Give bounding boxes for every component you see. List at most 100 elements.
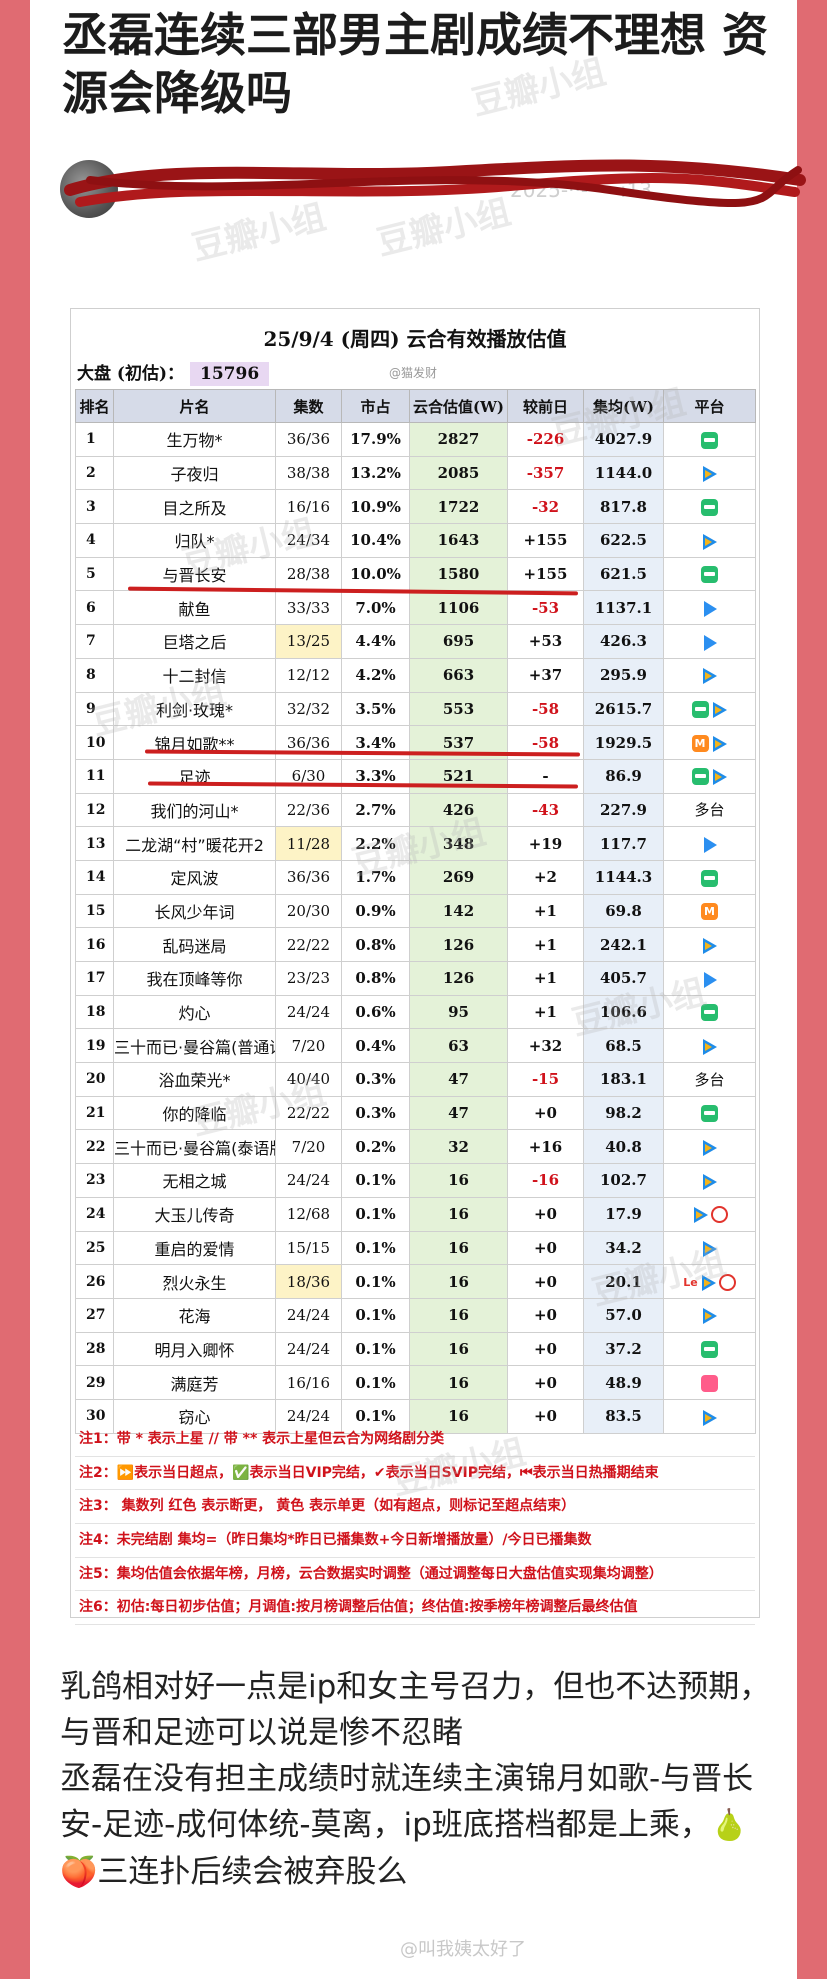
delta-cell: -16 bbox=[507, 1163, 584, 1198]
table-row: 25 重启的爱情 15/15 0.1% 16 +0 34.2 bbox=[75, 1230, 756, 1266]
iqiyi-icon bbox=[701, 1341, 718, 1359]
estimate-cell: 126 bbox=[409, 927, 508, 962]
table-row: 18 灼心 24/24 0.6% 95 +1 106.6 bbox=[75, 994, 756, 1030]
delta-cell: +0 bbox=[507, 1196, 584, 1232]
share-cell: 3.5% bbox=[341, 691, 410, 727]
share-cell: 0.1% bbox=[341, 1398, 410, 1434]
average-cell: 34.2 bbox=[583, 1230, 664, 1266]
title-cell: 明月入卿怀 bbox=[113, 1331, 276, 1367]
title-cell: 我们的河山* bbox=[113, 792, 276, 828]
tencent-icon bbox=[711, 768, 728, 786]
rank-cell: 21 bbox=[75, 1095, 114, 1131]
estimate-cell: 16 bbox=[409, 1297, 508, 1333]
title-cell: 长风少年词 bbox=[113, 893, 276, 929]
share-cell: 0.8% bbox=[341, 961, 410, 996]
platform-cell bbox=[663, 1331, 756, 1367]
iqiyi-icon bbox=[691, 701, 709, 719]
platform-cell bbox=[663, 556, 756, 592]
title-cell: 足迹 bbox=[113, 758, 276, 794]
share-cell: 0.1% bbox=[341, 1196, 410, 1232]
share-cell: 13.2% bbox=[341, 455, 410, 491]
table-row: 24 大玉儿传奇 12/68 0.1% 16 +0 17.9 bbox=[75, 1196, 756, 1232]
title-cell: 锦月如歌** bbox=[113, 725, 276, 760]
table-row: 7 巨塔之后 13/25 4.4% 695 +53 426.3 bbox=[75, 624, 756, 659]
delta-cell: +19 bbox=[507, 826, 584, 861]
mgred-icon bbox=[718, 1273, 736, 1291]
estimate-cell: 16 bbox=[409, 1230, 508, 1266]
table-header-row: 排名 片名 集数 市占 云合估值(W) 较前日 集均(W) 平台 bbox=[75, 389, 756, 423]
tencent-icon bbox=[701, 465, 718, 483]
table-row: 11 足迹 6/30 3.3% 521-86.9 bbox=[75, 758, 756, 794]
episodes-cell: 36/36 bbox=[275, 859, 342, 895]
share-cell: 2.7% bbox=[341, 792, 410, 828]
share-cell: 2.2% bbox=[341, 826, 410, 861]
youku-icon bbox=[701, 971, 718, 988]
estimate-cell: 16 bbox=[409, 1398, 508, 1434]
title-cell: 窃心 bbox=[113, 1398, 276, 1434]
estimate-cell: 348 bbox=[409, 826, 508, 861]
tencent-icon bbox=[701, 1173, 718, 1190]
delta-cell: -226 bbox=[507, 422, 584, 457]
average-cell: 17.9 bbox=[583, 1196, 664, 1232]
market-total-value: 15796 bbox=[190, 362, 270, 386]
delta-cell: +0 bbox=[507, 1230, 584, 1266]
title-cell: 献鱼 bbox=[113, 590, 276, 626]
redaction-scribble bbox=[64, 159, 806, 208]
table-row: 26 烈火永生 18/36 0.1% 16 +0 20.1 Le bbox=[75, 1264, 756, 1299]
platform-cell bbox=[663, 489, 756, 525]
estimate-cell: 16 bbox=[409, 1264, 508, 1299]
table-row: 15 长风少年词 20/30 0.9% 142 +1 69.8 M bbox=[75, 893, 756, 929]
note-6: 注6：初估:每日初步估值；月调值:按月榜调整后估值；终估值:按季榜年榜调整后最终… bbox=[75, 1591, 755, 1626]
share-cell: 0.1% bbox=[341, 1264, 410, 1299]
table-row: 23 无相之城 24/24 0.1% 16 -16 102.7 bbox=[75, 1163, 756, 1198]
estimate-cell: 47 bbox=[409, 1095, 508, 1131]
table-row: 20 浴血荣光* 40/40 0.3% 47 -15 183.1 多台 bbox=[75, 1062, 756, 1097]
episodes-cell: 22/22 bbox=[275, 927, 342, 962]
estimate-cell: 663 bbox=[409, 657, 508, 693]
delta-cell: -53 bbox=[507, 590, 584, 626]
table-row: 22 三十而已·曼谷篇(泰语版) 7/20 0.2% 32 +16 40.8 bbox=[75, 1129, 756, 1165]
estimate-cell: 142 bbox=[409, 893, 508, 929]
platform-cell bbox=[663, 590, 756, 626]
title-cell: 子夜归 bbox=[113, 455, 276, 491]
share-cell: 0.1% bbox=[341, 1365, 410, 1400]
note-1: 注1：带 * 表示上星 // 带 ** 表示上星但云合为网络剧分类 bbox=[75, 1423, 755, 1457]
platform-cell bbox=[663, 1196, 756, 1232]
platform-cell bbox=[663, 1129, 756, 1165]
average-cell: 68.5 bbox=[583, 1028, 664, 1064]
estimate-cell: 126 bbox=[409, 961, 508, 996]
average-cell: 1144.0 bbox=[583, 455, 664, 491]
estimate-cell: 16 bbox=[409, 1196, 508, 1232]
share-cell: 0.9% bbox=[341, 893, 410, 929]
platform-cell: M bbox=[663, 893, 756, 929]
delta-cell: +0 bbox=[507, 1264, 584, 1299]
footer-watermark: @叫我姨太好了 bbox=[400, 1939, 526, 1960]
share-cell: 0.4% bbox=[341, 1028, 410, 1064]
average-cell: 621.5 bbox=[583, 556, 664, 592]
peach-icon: 🍑 bbox=[60, 1855, 98, 1890]
table-row: 1 生万物* 36/36 17.9% 2827 -226 4027.9 bbox=[75, 422, 756, 457]
episodes-cell: 20/30 bbox=[275, 893, 342, 929]
ratings-sheet: 25/9/4 (周四) 云合有效播放估值 大盘 (初估)： 15796 @猫发财 … bbox=[70, 308, 760, 1626]
share-cell: 10.4% bbox=[341, 523, 410, 558]
notes-section: 注1：带 * 表示上星 // 带 ** 表示上星但云合为网络剧分类 注2：⏩表示… bbox=[75, 1423, 755, 1626]
note-5: 注5：集均估值会依据年榜，月榜，云合数据实时调整（通过调整每日大盘估值实现集均调… bbox=[75, 1558, 755, 1592]
share-cell: 0.1% bbox=[341, 1297, 410, 1333]
column-header: 排名 bbox=[75, 389, 114, 423]
estimate-cell: 16 bbox=[409, 1163, 508, 1198]
title-cell: 满庭芳 bbox=[113, 1365, 276, 1400]
average-cell: 37.2 bbox=[583, 1331, 664, 1367]
title-cell: 与晋长安 bbox=[113, 556, 276, 592]
average-cell: 69.8 bbox=[583, 893, 664, 929]
delta-cell: +155 bbox=[507, 523, 584, 558]
delta-cell: +16 bbox=[507, 1129, 584, 1165]
episodes-cell: 16/16 bbox=[275, 1365, 342, 1400]
sheet-title: 25/9/4 (周四) 云合有效播放估值 bbox=[263, 327, 567, 351]
platform-cell bbox=[663, 826, 756, 861]
episodes-cell: 24/24 bbox=[275, 1163, 342, 1198]
rank-cell: 15 bbox=[75, 893, 114, 929]
rank-cell: 13 bbox=[75, 826, 114, 861]
rank-cell: 30 bbox=[75, 1398, 114, 1434]
rank-cell: 16 bbox=[75, 927, 114, 962]
delta-cell: +0 bbox=[507, 1365, 584, 1400]
